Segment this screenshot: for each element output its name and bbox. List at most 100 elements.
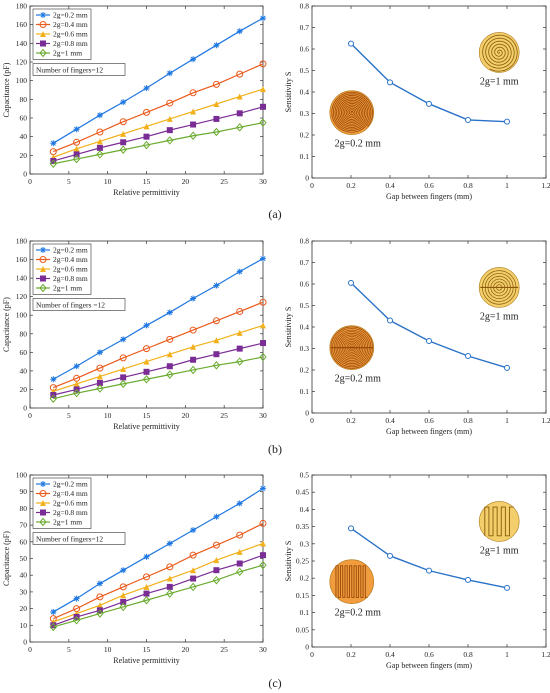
data-point [465, 353, 471, 360]
data-point [96, 373, 103, 380]
y-tick-label: 0.25 [296, 557, 309, 566]
y-tick-label: 80 [20, 504, 28, 513]
legend-marker [39, 517, 47, 527]
electrode-label-1mm: 2g=1 mm [480, 76, 519, 87]
x-tick-label: 25 [220, 411, 228, 420]
data-point [236, 567, 244, 577]
data-point [166, 563, 174, 571]
electrode-meander [335, 565, 368, 598]
data-point [260, 322, 266, 329]
y-tick-label: 0.05 [296, 625, 309, 634]
legend-marker [40, 12, 46, 18]
y-tick-label: 140 [16, 39, 28, 48]
electrode-label-0.2mm: 2g=0.2 mm [335, 608, 381, 619]
data-point [120, 99, 127, 106]
data-point [348, 525, 354, 532]
electrode-label-0.2mm: 2g=0.2 mm [335, 139, 381, 150]
x-tick-label: 1.2 [541, 416, 550, 425]
data-point [142, 374, 151, 384]
x-tick-label: 1 [505, 181, 509, 190]
series-line-1 [53, 487, 264, 613]
y-tick-label: 0.4 [300, 323, 310, 332]
x-tick-label: 30 [259, 177, 267, 186]
legend-entry: 2g=0.6 mm [53, 30, 88, 39]
legend-entry: 2g=0.2 mm [53, 246, 88, 255]
data-point [504, 118, 510, 125]
data-point [236, 531, 244, 539]
x-tick-label: 20 [182, 177, 190, 186]
data-point [96, 144, 103, 151]
data-point [166, 335, 174, 343]
data-point [166, 136, 174, 145]
data-point [166, 99, 174, 107]
y-tick-label: 0.5 [300, 301, 310, 310]
x-tick-label: 25 [220, 645, 228, 654]
data-point [72, 616, 81, 625]
y-axis-label: Capacitance (pF) [2, 62, 11, 117]
electrode-trace [331, 91, 373, 133]
data-point [166, 70, 173, 77]
data-point [212, 80, 220, 88]
y-tick-label: 100 [16, 76, 28, 85]
x-tick-label: 0.2 [346, 650, 356, 659]
x-tick-label: 10 [104, 411, 112, 420]
data-point [119, 602, 127, 612]
data-point [166, 575, 173, 582]
data-point [73, 363, 80, 370]
data-point [213, 351, 220, 358]
capacitance-chart-c-left: 0 5 10 15 20 25 30 0 10 20 30 40 50 60 70 80 90 100 Relati… [2, 471, 267, 666]
data-point [260, 255, 266, 262]
data-point [190, 108, 197, 115]
data-point [426, 100, 432, 107]
legend-marker [39, 283, 47, 293]
x-tick-label: 10 [104, 645, 112, 654]
data-point [166, 370, 174, 379]
data-point [259, 60, 267, 68]
data-point [189, 582, 197, 592]
data-point [73, 151, 80, 158]
annotation-text: Number of fingers=12 [36, 534, 103, 543]
x-tick-label: 10 [104, 177, 112, 186]
x-tick-label: 0.4 [385, 416, 395, 425]
data-point [143, 85, 150, 92]
x-tick-label: 0 [310, 650, 314, 659]
y-tick-label: 30 [20, 587, 28, 596]
data-point [73, 145, 80, 152]
series-line-3 [53, 88, 264, 158]
data-point [96, 349, 103, 356]
x-tick-label: 5 [67, 411, 71, 420]
data-point [189, 131, 197, 141]
data-point [96, 384, 104, 393]
legend-marker [40, 500, 46, 506]
y-axis-label: Sensitivity S [284, 541, 293, 582]
data-point [72, 388, 81, 398]
x-axis-label: Gap between fingers (mm) [386, 661, 472, 670]
y-tick-label: 0.3 [300, 109, 310, 118]
data-point [143, 358, 150, 365]
legend-marker [39, 48, 47, 58]
data-point [426, 337, 432, 344]
data-point [143, 123, 150, 130]
legend-marker [40, 509, 46, 516]
panel-caption-a: (a) [268, 207, 282, 221]
x-tick-label: 1.2 [541, 650, 550, 659]
data-point [190, 575, 197, 582]
legend-marker [39, 21, 47, 28]
x-tick-label: 5 [67, 177, 71, 186]
data-point [387, 317, 393, 324]
x-tick-label: 0 [28, 645, 32, 654]
data-point [426, 567, 432, 574]
y-tick-label: 80 [20, 329, 28, 338]
annotation-box [32, 532, 126, 545]
data-point [213, 115, 220, 122]
y-tick-label: 0 [23, 170, 27, 179]
legend-marker [40, 275, 46, 282]
data-point [166, 127, 173, 134]
data-point [120, 592, 127, 599]
electrode-image-0.2mm [329, 559, 375, 604]
y-tick-label: 0 [305, 409, 309, 418]
y-axis-label: Sensitivity S [284, 72, 293, 113]
electrode-image-1mm [478, 501, 520, 542]
y-tick-label: 0 [305, 643, 309, 652]
data-point [119, 354, 127, 362]
